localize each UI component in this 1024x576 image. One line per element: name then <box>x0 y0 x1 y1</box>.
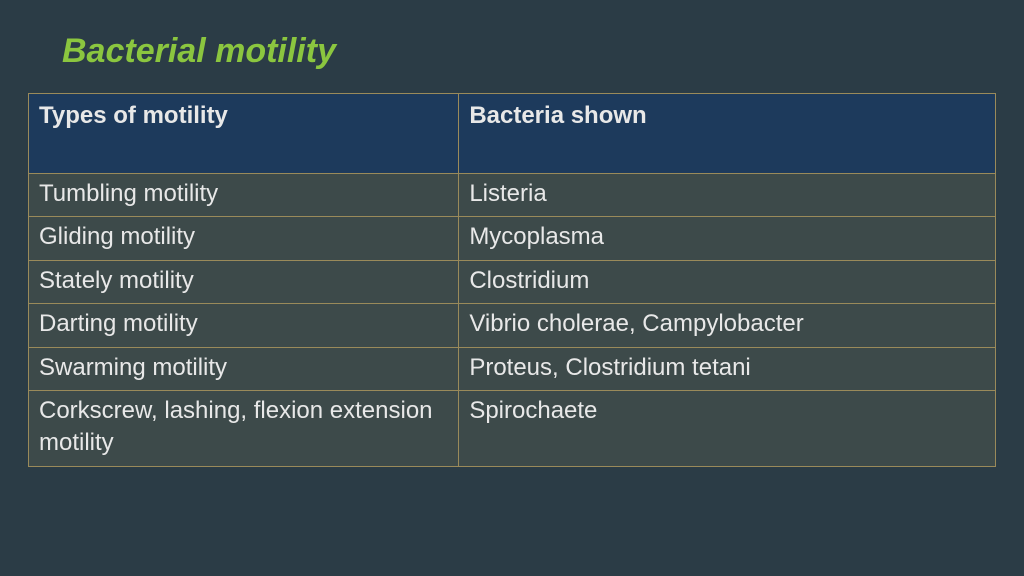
table-row: Stately motility Clostridium <box>29 260 996 303</box>
cell-type: Gliding motility <box>29 217 459 260</box>
table-row: Swarming motility Proteus, Clostridium t… <box>29 347 996 390</box>
cell-bacteria: Vibrio cholerae, Campylobacter <box>459 304 996 347</box>
table-row: Tumbling motility Listeria <box>29 174 996 217</box>
table-row: Corkscrew, lashing, flexion extension mo… <box>29 390 996 466</box>
cell-type: Swarming motility <box>29 347 459 390</box>
table-header-row: Types of motility Bacteria shown <box>29 94 996 174</box>
table-row: Darting motility Vibrio cholerae, Campyl… <box>29 304 996 347</box>
motility-table: Types of motility Bacteria shown Tumblin… <box>28 93 996 467</box>
cell-type: Corkscrew, lashing, flexion extension mo… <box>29 390 459 466</box>
cell-type: Stately motility <box>29 260 459 303</box>
cell-type: Tumbling motility <box>29 174 459 217</box>
cell-bacteria: Listeria <box>459 174 996 217</box>
slide-title: Bacterial motility <box>62 32 996 71</box>
cell-bacteria: Proteus, Clostridium tetani <box>459 347 996 390</box>
cell-bacteria: Spirochaete <box>459 390 996 466</box>
col-header-bacteria: Bacteria shown <box>459 94 996 174</box>
slide: Bacterial motility Types of motility Bac… <box>0 0 1024 576</box>
col-header-types: Types of motility <box>29 94 459 174</box>
cell-bacteria: Clostridium <box>459 260 996 303</box>
cell-type: Darting motility <box>29 304 459 347</box>
cell-bacteria: Mycoplasma <box>459 217 996 260</box>
table-row: Gliding motility Mycoplasma <box>29 217 996 260</box>
